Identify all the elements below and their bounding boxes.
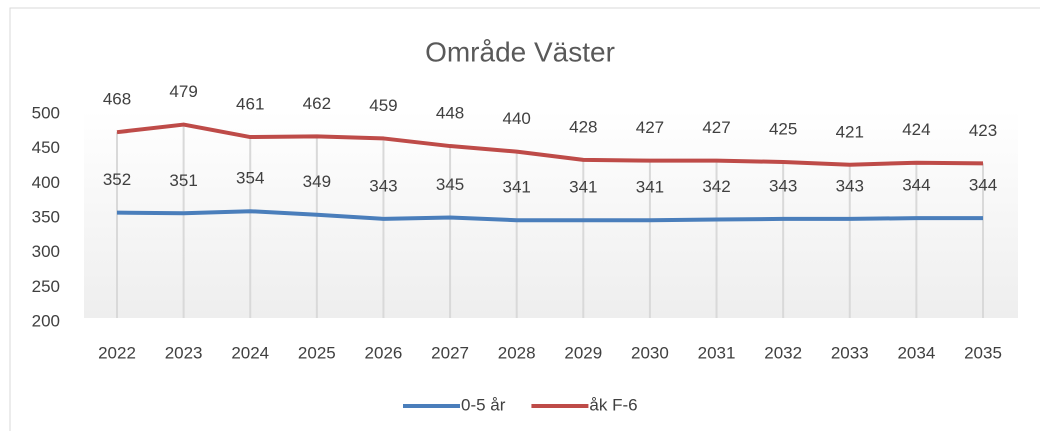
data-label: 462 (303, 94, 331, 113)
data-label: 341 (636, 178, 664, 197)
x-tick-label: 2035 (964, 343, 1002, 362)
legend-label: åk F-6 (589, 395, 637, 414)
x-tick-label: 2032 (764, 343, 802, 362)
data-label: 343 (769, 176, 797, 195)
data-label: 423 (969, 121, 997, 140)
data-label: 344 (902, 176, 930, 195)
data-label: 428 (569, 117, 597, 136)
y-tick-label: 350 (32, 207, 60, 226)
data-label: 427 (702, 118, 730, 137)
data-label: 468 (103, 90, 131, 109)
x-tick-label: 2023 (165, 343, 203, 362)
data-label: 459 (369, 96, 397, 115)
x-tick-label: 2027 (431, 343, 469, 362)
x-tick-label: 2025 (298, 343, 336, 362)
series-line (116, 209, 983, 223)
data-label: 424 (902, 120, 930, 139)
plot-area (84, 110, 1018, 318)
y-tick-label: 300 (32, 242, 60, 261)
chart-title: Område Väster (425, 36, 615, 67)
data-label: 427 (636, 118, 664, 137)
x-tick-label: 2029 (564, 343, 602, 362)
data-label: 354 (236, 169, 264, 188)
data-label: 341 (503, 178, 531, 197)
data-label: 351 (169, 171, 197, 190)
data-label: 341 (569, 178, 597, 197)
x-tick-label: 2022 (98, 343, 136, 362)
series-line (116, 122, 984, 167)
data-label: 479 (169, 82, 197, 101)
data-label: 425 (769, 119, 797, 138)
data-label: 352 (103, 170, 131, 189)
y-tick-label: 500 (32, 103, 60, 122)
data-label: 421 (836, 122, 864, 141)
legend-label: 0-5 år (461, 395, 506, 414)
y-tick-label: 400 (32, 173, 60, 192)
data-label: 349 (303, 172, 331, 191)
x-tick-label: 2031 (698, 343, 736, 362)
x-tick-label: 2034 (897, 343, 935, 362)
data-label: 343 (369, 176, 397, 195)
data-label: 342 (702, 177, 730, 196)
y-tick-label: 450 (32, 138, 60, 157)
data-label: 461 (236, 95, 264, 114)
x-tick-label: 2033 (831, 343, 869, 362)
data-label: 344 (969, 176, 997, 195)
x-tick-label: 2026 (365, 343, 403, 362)
x-tick-label: 2030 (631, 343, 669, 362)
data-label: 440 (503, 109, 531, 128)
x-tick-label: 2028 (498, 343, 536, 362)
y-tick-label: 250 (32, 277, 60, 296)
x-tick-label: 2024 (231, 343, 269, 362)
data-label: 343 (836, 176, 864, 195)
y-tick-label: 200 (32, 311, 60, 330)
data-label: 345 (436, 175, 464, 194)
data-label: 448 (436, 104, 464, 123)
